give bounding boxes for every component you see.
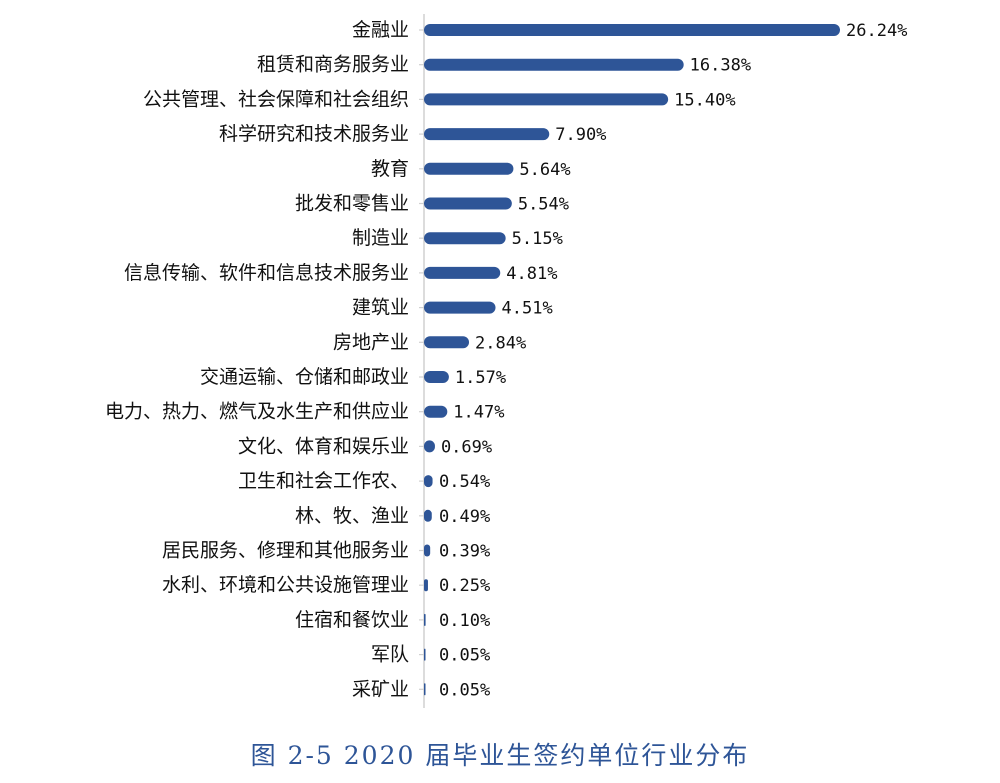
category-label: 电力、热力、燃气及水生产和供应业 <box>105 401 409 423</box>
value-label: 1.47% <box>453 403 504 423</box>
category-label: 租赁和商务服务业 <box>257 54 409 76</box>
value-label: 4.51% <box>502 299 553 319</box>
value-label: 0.05% <box>439 680 490 700</box>
value-label: 26.24% <box>846 21 907 41</box>
bar <box>424 58 684 71</box>
bar <box>424 232 506 245</box>
value-label: 2.84% <box>475 333 526 353</box>
bar <box>424 440 435 453</box>
category-label: 信息传输、软件和信息技术服务业 <box>124 262 409 284</box>
value-label: 4.81% <box>506 264 557 284</box>
category-label: 批发和零售业 <box>295 193 409 215</box>
bar <box>424 544 431 557</box>
bar <box>424 128 550 141</box>
value-label: 16.38% <box>690 56 751 76</box>
category-label: 建筑业 <box>352 297 409 319</box>
bar <box>424 475 433 488</box>
bar <box>424 579 428 592</box>
bar <box>424 648 426 661</box>
bar <box>424 509 432 522</box>
category-label: 交通运输、仓储和邮政业 <box>200 366 409 388</box>
bar <box>424 405 448 418</box>
industry-bar-chart: 金融业 26.24% 租赁和商务服务业 16.38% 公共管理、社会保障和社会组织 15.… <box>105 14 907 708</box>
category-label: 住宿和餐饮业 <box>295 609 409 631</box>
category-label: 金融业 <box>352 19 409 41</box>
value-label: 5.54% <box>518 195 569 215</box>
category-label: 制造业 <box>352 227 409 249</box>
category-label: 林、牧、渔业 <box>295 505 409 527</box>
category-label: 教育 <box>371 158 409 180</box>
value-label: 0.69% <box>441 437 492 457</box>
category-label: 文化、体育和娱乐业 <box>238 435 409 457</box>
category-label: 科学研究和技术服务业 <box>219 123 409 145</box>
bar <box>424 371 449 383</box>
value-label: 0.54% <box>439 472 490 492</box>
value-label: 0.49% <box>439 507 490 527</box>
bar <box>424 197 512 210</box>
value-label: 15.40% <box>674 90 735 110</box>
category-label: 军队 <box>371 644 409 666</box>
bar <box>424 266 501 279</box>
bar <box>424 162 514 175</box>
category-label: 卫生和社会工作农、 <box>238 470 409 492</box>
figure-caption: 图 2-5 2020 届毕业生签约单位行业分布 <box>250 741 750 770</box>
bar <box>424 613 426 626</box>
value-label: 5.64% <box>519 160 570 180</box>
bar <box>424 336 470 349</box>
value-label: 0.05% <box>439 646 490 666</box>
bar <box>424 93 669 106</box>
bar <box>424 24 840 36</box>
bar <box>424 683 426 696</box>
category-label: 水利、环境和公共设施管理业 <box>162 574 409 596</box>
bar <box>424 301 496 314</box>
category-label: 采矿业 <box>352 678 409 700</box>
value-label: 0.25% <box>439 576 490 596</box>
value-label: 7.90% <box>555 125 606 145</box>
category-label: 公共管理、社会保障和社会组织 <box>143 88 409 110</box>
value-label: 5.15% <box>512 229 563 249</box>
value-label: 0.39% <box>439 542 490 562</box>
category-label: 房地产业 <box>333 331 409 353</box>
category-label: 居民服务、修理和其他服务业 <box>162 540 409 562</box>
value-label: 0.10% <box>439 611 490 631</box>
value-label: 1.57% <box>455 368 506 388</box>
